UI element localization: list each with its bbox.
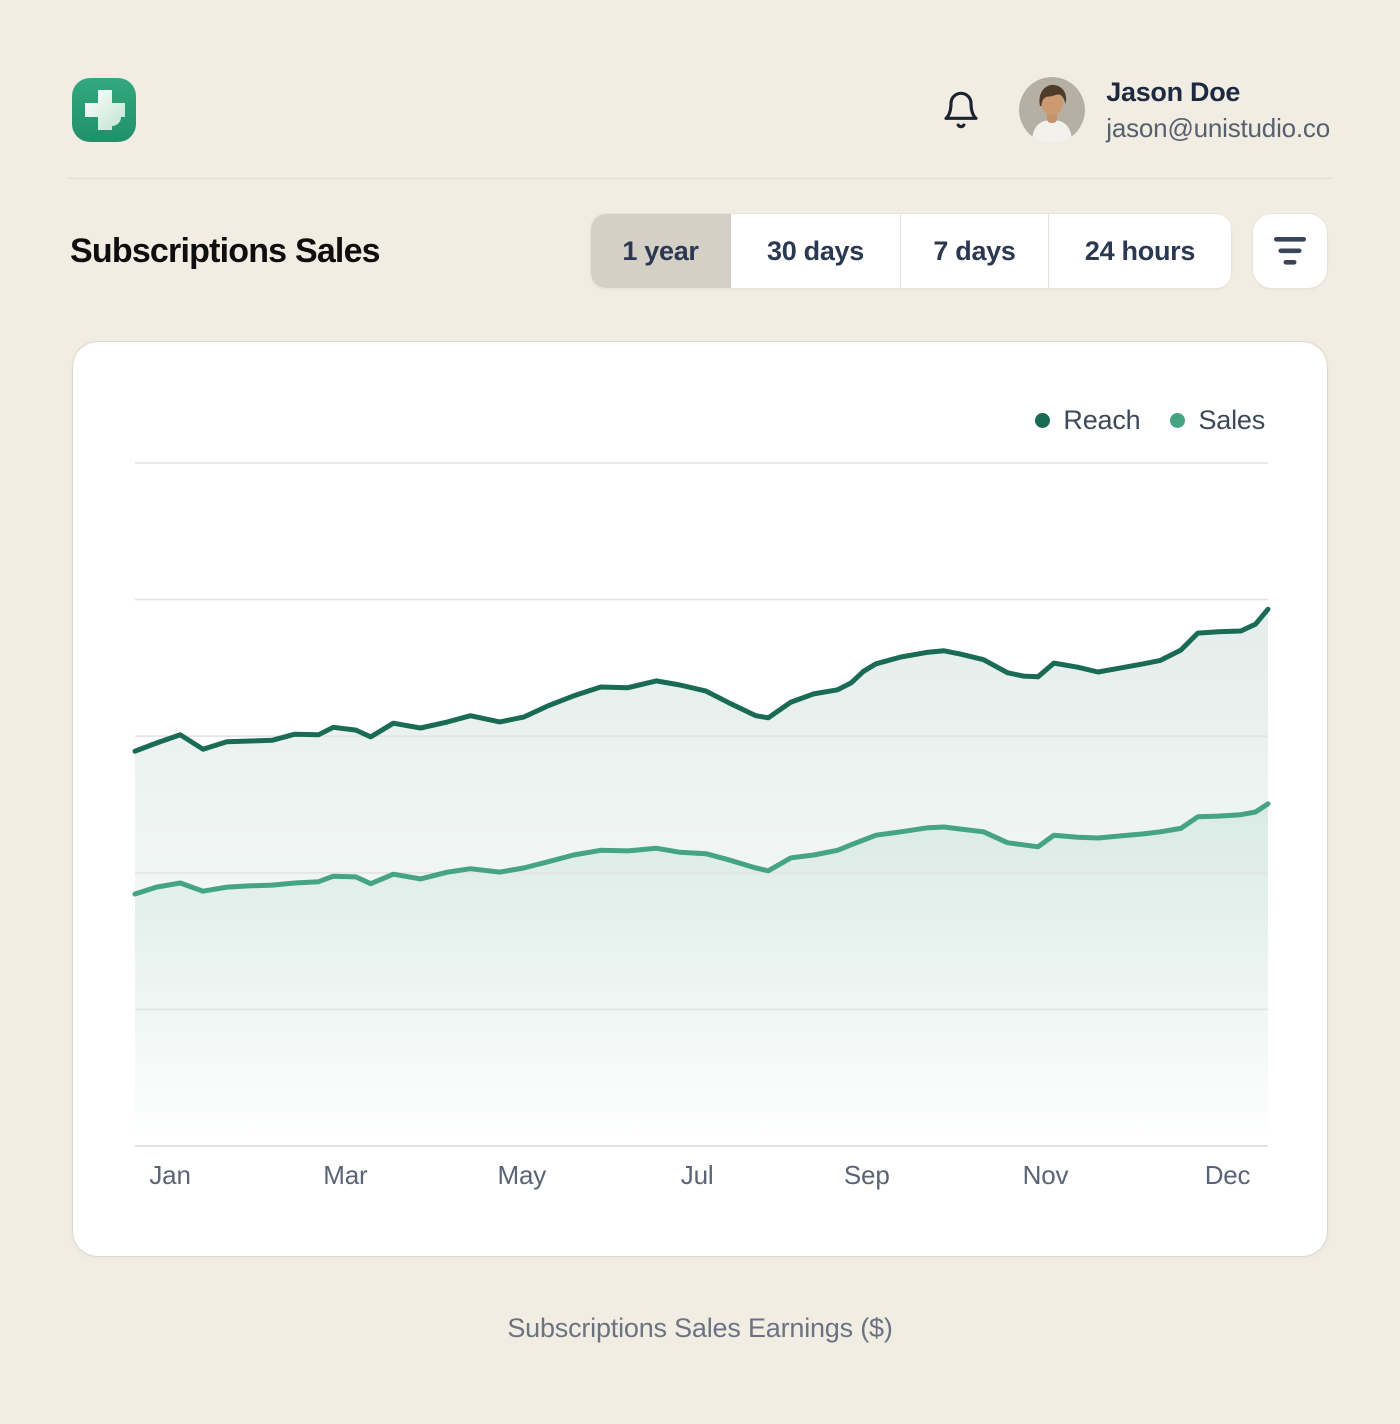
- range-button-30-days[interactable]: 30 days: [731, 214, 901, 288]
- legend-item-reach[interactable]: Reach: [1035, 404, 1141, 436]
- filter-button[interactable]: [1252, 213, 1328, 289]
- legend-label: Reach: [1063, 404, 1141, 435]
- reach-line: [132, 606, 1271, 754]
- sales-reach-area-chart: [132, 462, 1271, 1147]
- avatar[interactable]: [1019, 77, 1086, 143]
- chart-card: Reach Sales Jan Mar May Jul Sep Nov Dec: [72, 341, 1328, 1257]
- user-meta: Jason Doe jason@unistudio.co: [1106, 77, 1330, 144]
- sales-line: [132, 801, 1271, 897]
- range-button-1-year[interactable]: 1 year: [591, 214, 731, 288]
- x-tick-nov: Nov: [1022, 1160, 1069, 1190]
- range-button-7-days[interactable]: 7 days: [901, 214, 1049, 288]
- x-tick-mar: Mar: [323, 1160, 368, 1190]
- range-button-24-hours[interactable]: 24 hours: [1049, 214, 1231, 288]
- time-range-segmented-control: 1 year 30 days 7 days 24 hours: [590, 213, 1232, 289]
- bell-icon: [944, 91, 978, 129]
- controls-row: Subscriptions Sales 1 year 30 days 7 days 2…: [70, 213, 1328, 289]
- chart-plot-area: [132, 462, 1271, 1147]
- x-tick-jul: Jul: [680, 1160, 714, 1190]
- top-bar: Jason Doe jason@unistudio.co: [0, 0, 1400, 144]
- user-email: jason@unistudio.co: [1106, 112, 1330, 143]
- chart-caption: Subscriptions Sales Earnings ($): [507, 1313, 893, 1343]
- x-tick-dec: Dec: [1204, 1160, 1251, 1190]
- x-tick-jan: Jan: [149, 1160, 191, 1190]
- legend-label: Sales: [1198, 404, 1265, 435]
- x-tick-sep: Sep: [843, 1160, 890, 1190]
- filter-lines-icon: [1274, 237, 1306, 265]
- legend-item-sales[interactable]: Sales: [1170, 405, 1265, 436]
- page-title: Subscriptions Sales: [70, 231, 381, 270]
- x-axis-labels: Jan Mar May Jul Sep Nov Dec: [135, 1146, 1266, 1196]
- app-logo[interactable]: [72, 78, 136, 142]
- sales-area-fill: [135, 803, 1268, 1146]
- chart-legend: Reach Sales: [73, 342, 1327, 436]
- user-name: Jason Doe: [1106, 76, 1241, 107]
- notifications-button[interactable]: [939, 87, 983, 133]
- user-area: Jason Doe jason@unistudio.co: [939, 77, 1330, 144]
- right-controls: 1 year 30 days 7 days 24 hours: [590, 213, 1328, 289]
- x-tick-may: May: [497, 1160, 547, 1190]
- legend-dot-reach: [1035, 412, 1051, 428]
- plus-cross-logo-icon: [72, 78, 136, 142]
- header-divider: [68, 178, 1332, 179]
- legend-dot-sales: [1170, 412, 1186, 428]
- avatar-photo: [1019, 77, 1086, 143]
